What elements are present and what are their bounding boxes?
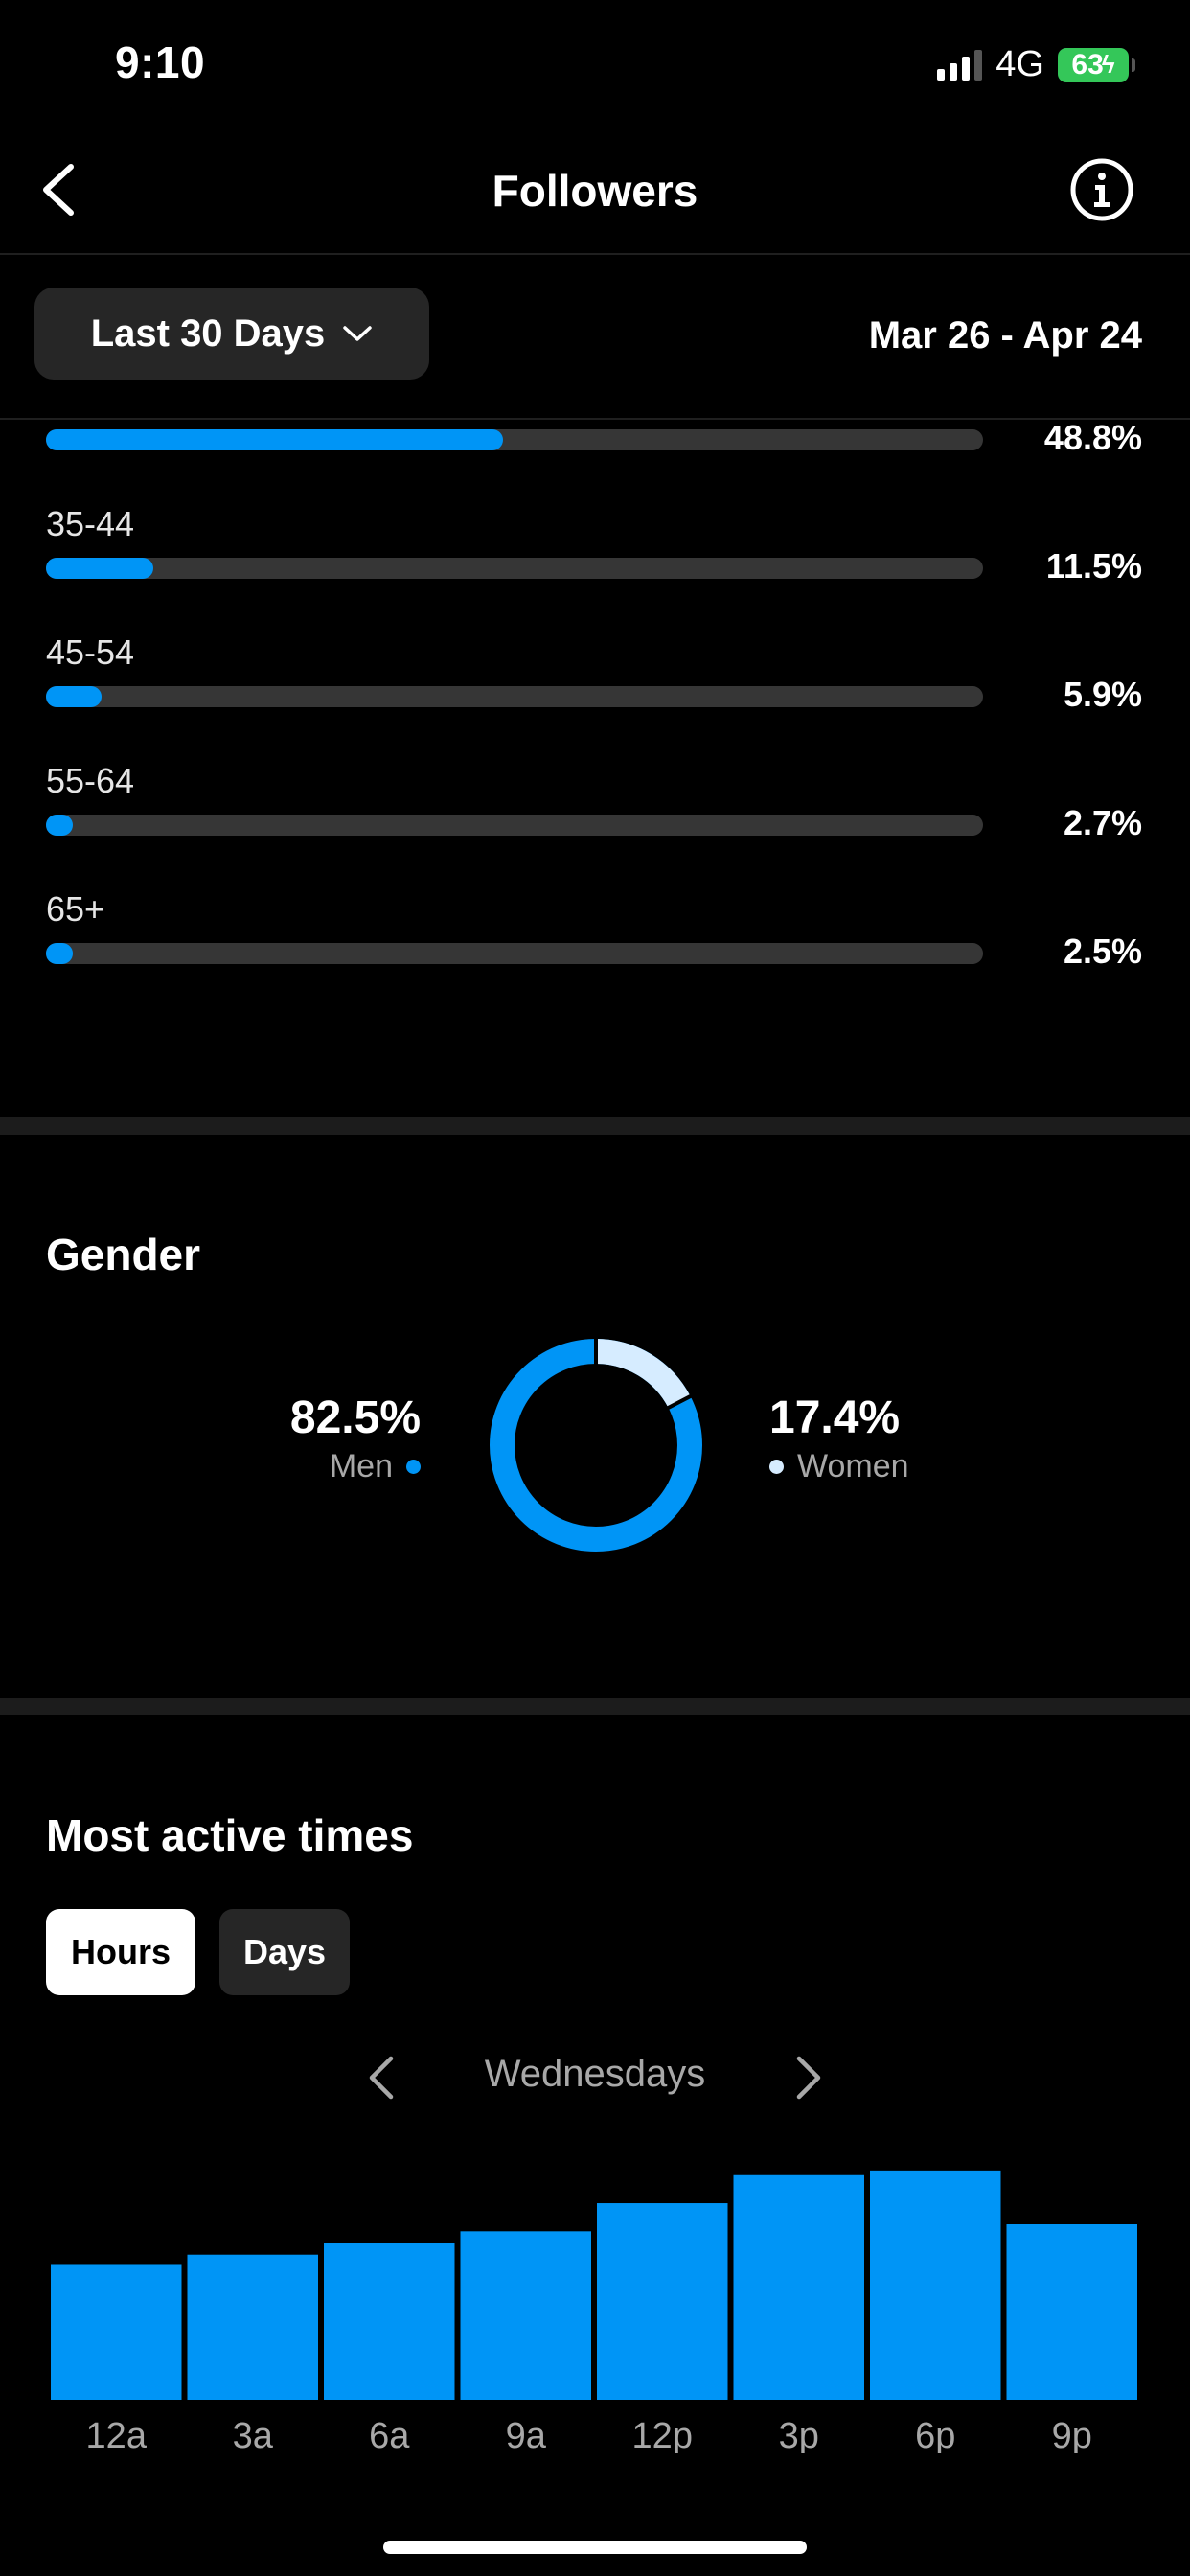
age-label: 45-54: [46, 632, 135, 672]
section-separator: [0, 1698, 1190, 1715]
x-tick-label: 9p: [1052, 2416, 1092, 2453]
age-bar-fill: [46, 558, 154, 579]
activity-bar-3a: [187, 2254, 318, 2400]
age-bar-track: [46, 558, 983, 579]
activity-bar-12a: [51, 2264, 182, 2400]
age-bar-fill: [46, 686, 102, 707]
gender-women: 17.4% Women: [769, 1392, 909, 1485]
header-divider: [0, 253, 1190, 255]
age-percent: 2.7%: [1063, 803, 1142, 842]
gender-donut-chart: [490, 1338, 702, 1552]
x-tick-label: 12a: [86, 2416, 148, 2453]
men-dot-icon: [406, 1460, 421, 1474]
x-tick-label: 3a: [233, 2416, 274, 2453]
activity-bar-6p: [870, 2170, 1001, 2400]
men-percent: 82.5%: [289, 1392, 421, 1443]
age-label: 65+: [46, 889, 105, 929]
back-arrow-icon[interactable]: [36, 161, 82, 218]
gender-men: 82.5% Men: [290, 1392, 421, 1485]
age-bar-track: [46, 686, 983, 707]
active-times-title: Most active times: [46, 1810, 414, 1860]
active-times-bar-chart: 12a 3a 6a 9a 12p 3p 6p 9p: [51, 2170, 1137, 2453]
age-bar-fill: [46, 815, 73, 836]
age-bar-track: [46, 943, 983, 964]
status-time: 9:10: [115, 37, 206, 87]
age-bar-track: [46, 815, 983, 836]
x-tick-label: 12p: [632, 2416, 693, 2453]
activity-bar-9a: [460, 2231, 591, 2400]
battery-level: 63: [1071, 48, 1104, 80]
filter-divider: [0, 418, 1190, 420]
x-tick-label: 9a: [506, 2416, 547, 2453]
x-tick-label: 6a: [369, 2416, 410, 2453]
network-type: 4G: [995, 44, 1044, 84]
age-bar-track: [46, 429, 983, 450]
activity-bar-3p: [733, 2174, 864, 2400]
age-bar-fill: [46, 943, 73, 964]
info-icon[interactable]: [1069, 157, 1134, 222]
age-percent: 5.9%: [1063, 675, 1142, 714]
date-filter-label: Last 30 Days: [90, 311, 326, 355]
age-label: 55-64: [46, 761, 135, 800]
donut-gap: [665, 1393, 694, 1411]
age-bar-fill: [46, 429, 504, 450]
age-percent: 2.5%: [1063, 932, 1142, 971]
chevron-left-icon[interactable]: [362, 2053, 400, 2103]
activity-bar-6a: [324, 2242, 455, 2400]
tab-hours[interactable]: Hours: [46, 1909, 195, 1995]
date-filter-dropdown[interactable]: Last 30 Days: [34, 288, 429, 380]
section-separator: [0, 1117, 1190, 1135]
age-percent: 11.5%: [1045, 546, 1142, 586]
tab-days[interactable]: Days: [219, 1909, 350, 1995]
age-percent: 48.8%: [1043, 418, 1142, 457]
chevron-right-icon[interactable]: [790, 2053, 828, 2103]
activity-bar-12p: [597, 2203, 728, 2400]
women-label: Women: [797, 1448, 909, 1484]
day-selector-label: Wednesdays: [484, 2053, 706, 2095]
women-percent: 17.4%: [769, 1392, 901, 1443]
men-label: Men: [329, 1448, 393, 1484]
signal-icon: [937, 49, 983, 80]
battery-icon: 63 ϟ: [1058, 47, 1135, 82]
age-label: 35-44: [46, 504, 135, 543]
page-title: Followers: [492, 166, 698, 216]
activity-bar-9p: [1006, 2224, 1137, 2400]
chevron-down-icon: [343, 326, 373, 341]
women-dot-icon: [769, 1460, 784, 1474]
date-range: Mar 26 - Apr 24: [868, 314, 1142, 356]
gender-title: Gender: [46, 1230, 201, 1279]
x-tick-label: 6p: [915, 2416, 955, 2453]
x-tick-label: 3p: [779, 2416, 819, 2453]
home-indicator: [383, 2541, 807, 2554]
status-indicators: 4G 63 ϟ: [937, 44, 1135, 85]
